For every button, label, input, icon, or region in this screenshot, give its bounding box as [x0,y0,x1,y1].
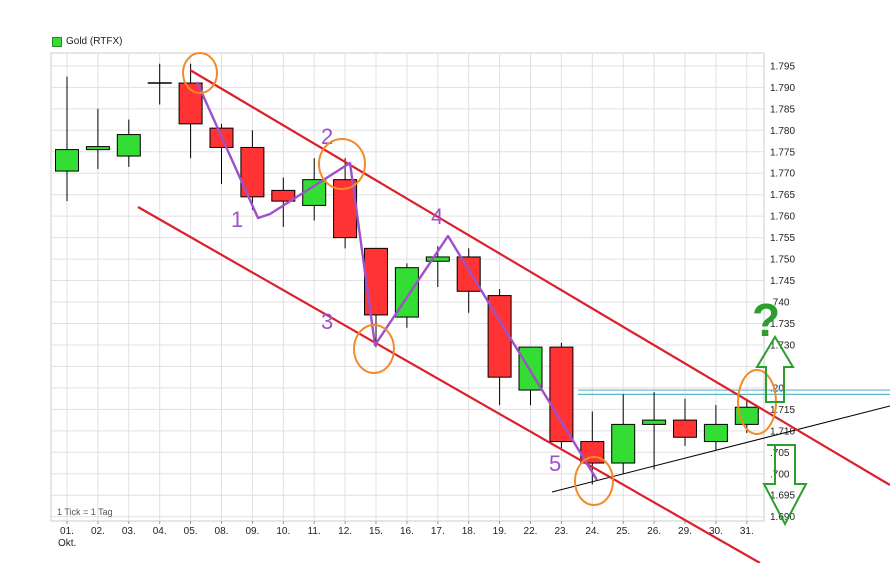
candle-down [673,419,697,438]
candle-down [240,146,265,198]
x-tick-label: 23. [554,526,568,537]
candle-up [425,256,450,262]
y-tick-label: 1.710 [770,426,795,437]
wave-label: 3 [321,309,333,334]
legend: Gold (RTFX) [52,36,123,47]
y-tick-label: 1.770 [770,169,795,180]
x-tick-label: 10. [276,526,290,537]
x-tick-label: 05. [184,526,198,537]
wave-label: 5 [549,451,561,476]
y-tick-label: .740 [770,298,790,309]
x-tick-label: 30. [709,526,723,537]
highlight-circle [353,324,395,374]
y-tick-label: .20 [770,383,784,394]
y-tick-label: 1.735 [770,319,795,330]
y-tick-label: 1.745 [770,276,795,287]
highlight-circle [318,138,366,190]
y-tick-label: 1.760 [770,212,795,223]
candle-up [85,146,110,151]
x-tick-label: 16. [400,526,414,537]
y-tick-label: 1.730 [770,340,795,351]
x-tick-label: 19. [493,526,507,537]
y-tick-label: 1.715 [770,405,795,416]
y-tick-label: 1.755 [770,233,795,244]
x-tick-label: 25. [616,526,630,537]
wave-label: 4 [431,204,443,229]
y-tick-label: 1.775 [770,147,795,158]
wave-label: 1 [231,207,243,232]
x-tick-label: 02. [91,526,105,537]
candle-down [364,247,388,316]
channel-lower-line [137,206,761,563]
x-tick-label: 26. [647,526,661,537]
y-tick-label: .700 [770,469,790,480]
y-tick-label: 1.795 [770,61,795,72]
x-tick-label: 18. [462,526,476,537]
x-tick-label: 24. [585,526,599,537]
y-tick-label: 1.785 [770,104,795,115]
candle-up [55,149,79,172]
x-tick-label: 22. [524,526,538,537]
x-tick-label: 03. [122,526,136,537]
candle-down [549,346,574,443]
y-tick-label: 1.695 [770,491,795,502]
y-tick-label: 1.765 [770,190,795,201]
highlight-circle [182,52,218,94]
candle-up [703,423,728,443]
x-tick-label: 12. [338,526,352,537]
candle-down [271,189,296,202]
question-mark: ? [752,294,780,346]
candle-down [456,256,481,292]
highlight-circle [574,456,614,506]
arrow-down [762,444,808,527]
legend-swatch [52,36,62,47]
candle-down [487,295,512,378]
legend-label: Gold (RTFX) [66,36,123,47]
tick-note: 1 Tick = 1 Tag [57,507,113,517]
y-tick-label: 1.790 [770,83,795,94]
x-tick-label: 08. [215,526,229,537]
wave-path [195,81,599,481]
candle-up [611,423,636,464]
x-tick-label: 04. [153,526,167,537]
y-tick-label: 1.780 [770,126,795,137]
x-tick-label: 11. [308,526,321,537]
candle-up [302,179,327,206]
x-tick-label: 01. [60,526,74,537]
arrow-up [755,335,795,403]
x-tick-label: 29. [678,526,692,537]
x-tick-label: 15. [369,526,383,537]
x-tick-label: 31. [740,526,754,537]
y-tick-label: 1.750 [770,255,795,266]
candle-up [642,419,667,425]
support-line [551,405,890,493]
x-tick-label: 09. [245,526,259,537]
candle-up [116,134,141,157]
x-tick-label: 17. [431,526,445,537]
x-month-label: Okt. [58,538,76,549]
y-tick-label: .705 [770,448,790,459]
